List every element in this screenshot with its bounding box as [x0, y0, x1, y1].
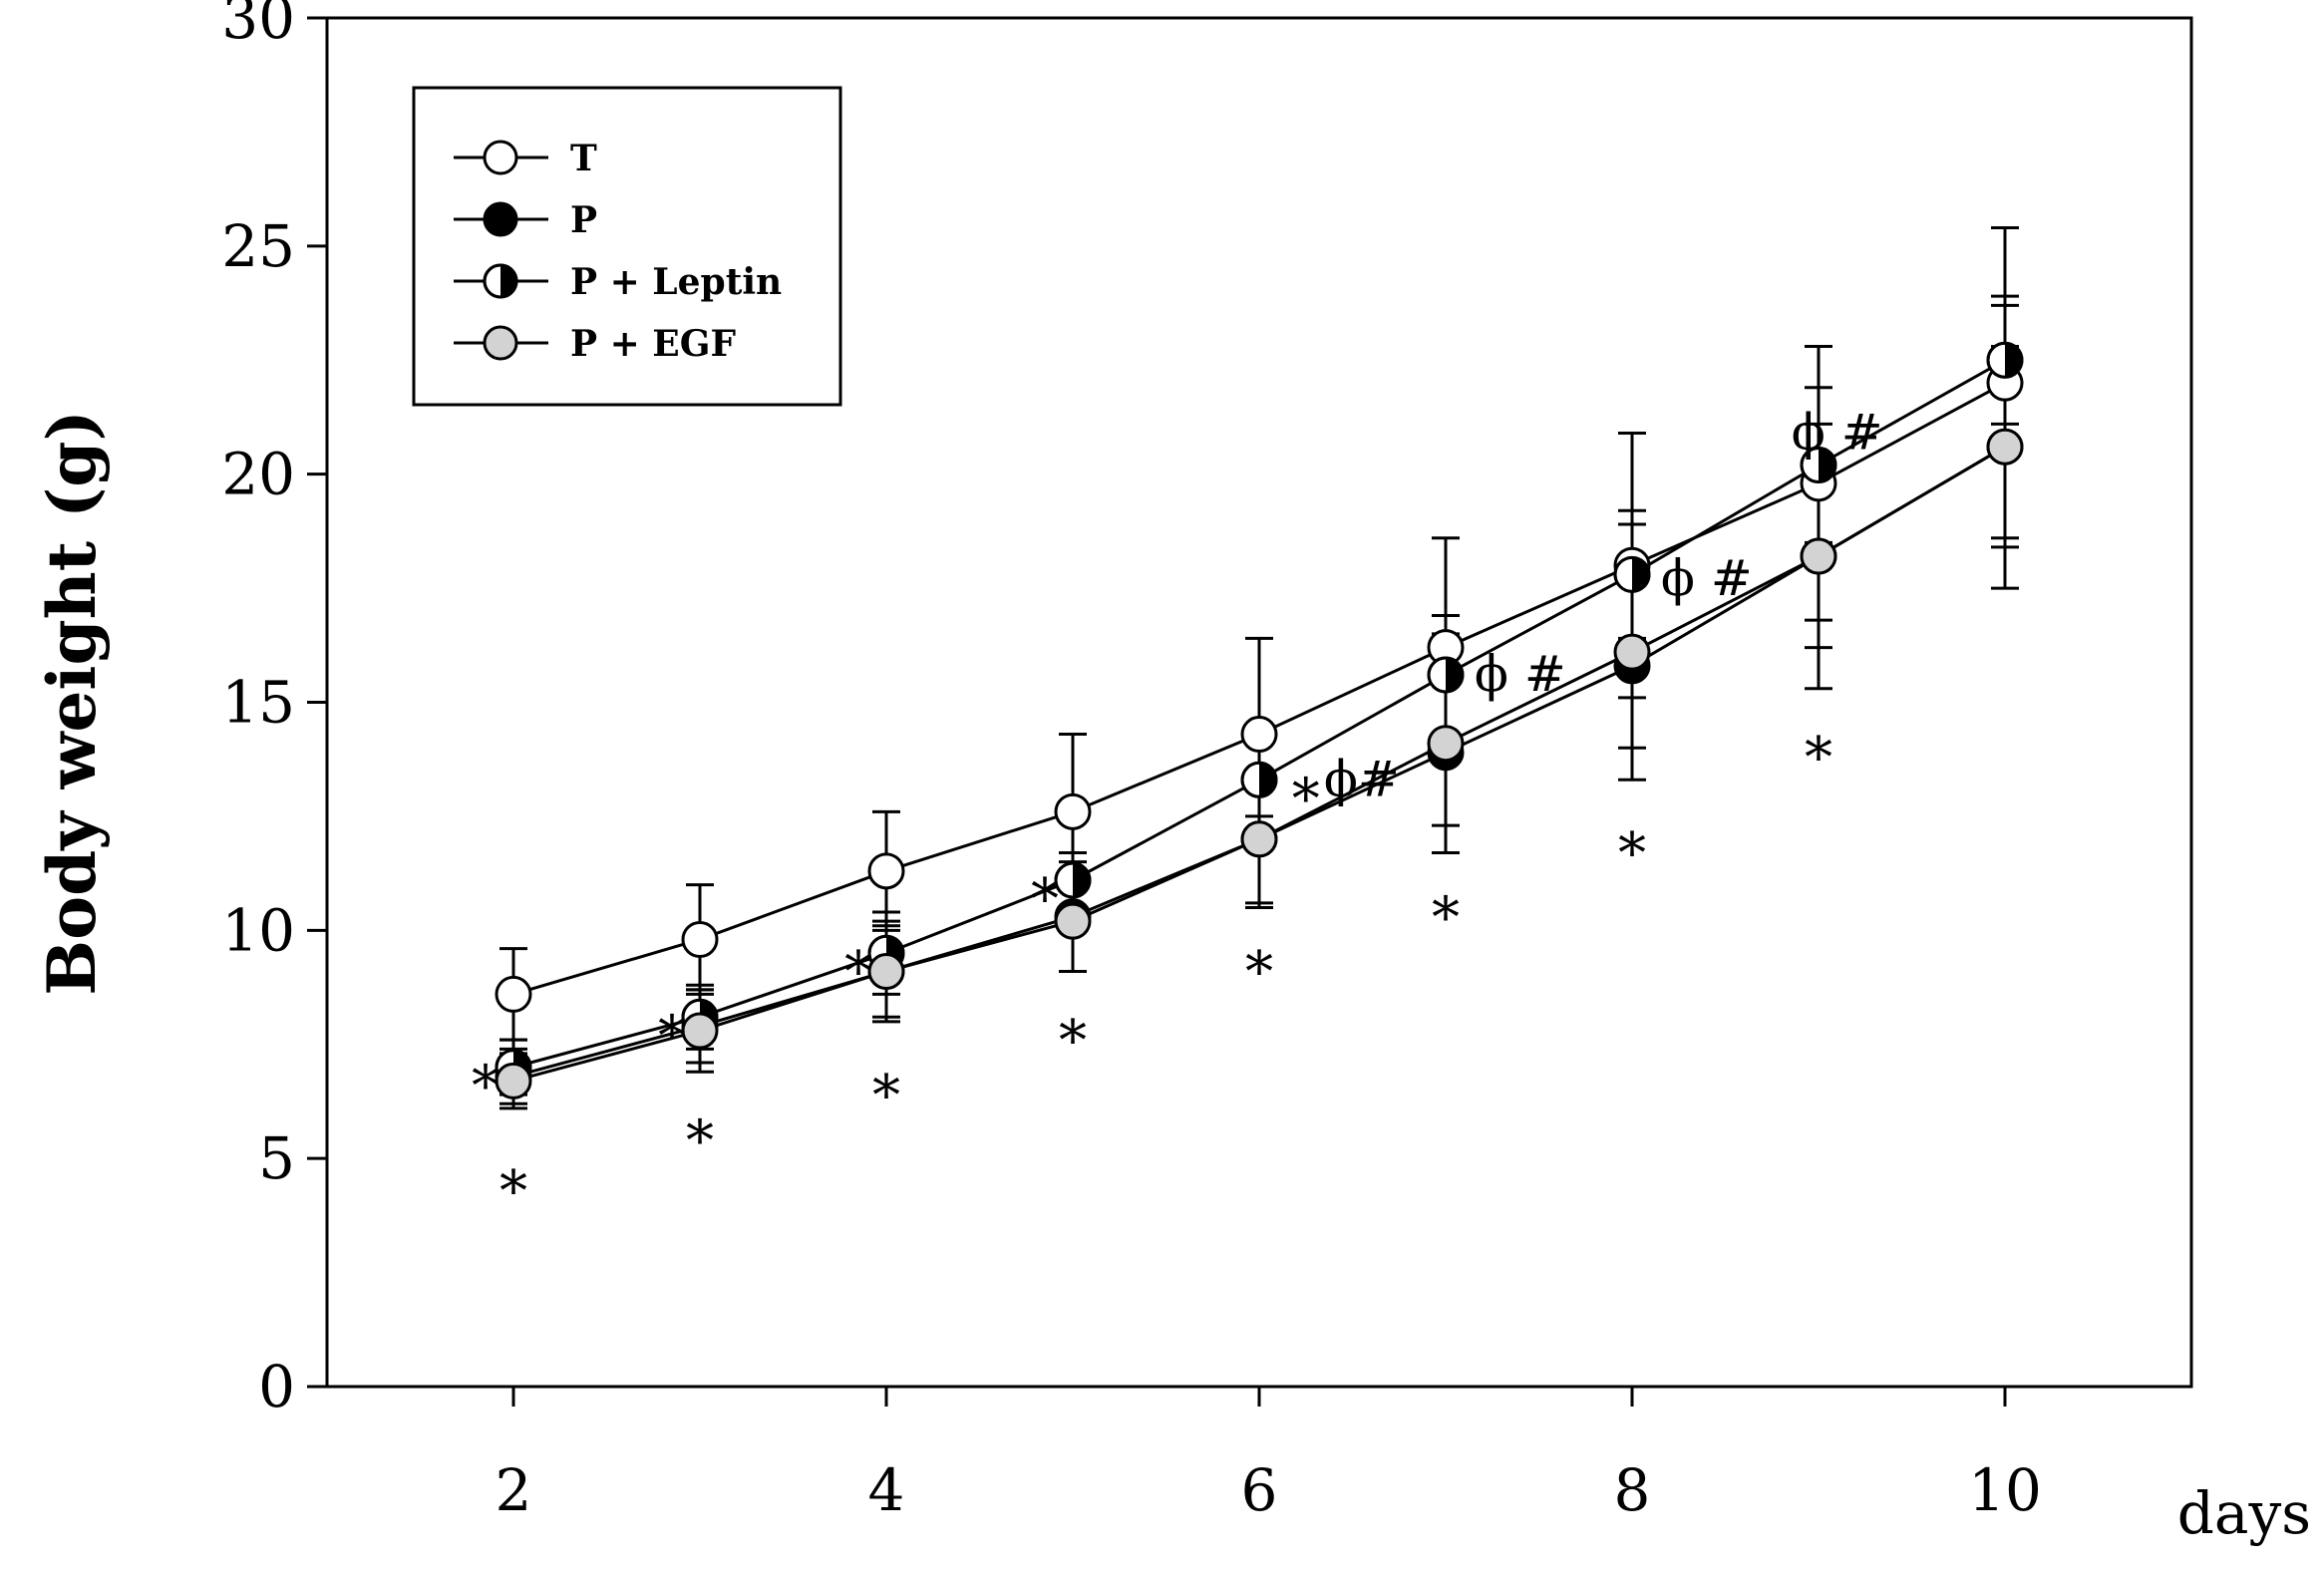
significance-star: * — [1059, 1009, 1087, 1074]
data-point — [1800, 447, 1837, 484]
x-tick-label: 2 — [496, 1456, 532, 1524]
legend-label: P — [570, 199, 597, 241]
marker-half-fill — [500, 265, 516, 297]
series-points-p-egf — [495, 428, 2024, 1099]
x-axis-title: days — [2177, 1479, 2311, 1547]
data-point — [681, 1012, 719, 1050]
significance-phi-hash: ϕ # — [1792, 403, 1883, 461]
data-point — [1240, 820, 1278, 858]
annotations-layer: ********* ϕ#*ϕ #*ϕ #*ϕ #* — [472, 403, 1883, 1223]
significance-phi-hash: ϕ# — [1324, 750, 1400, 807]
legend-marker — [483, 325, 518, 361]
legend-label: P + EGF — [570, 323, 736, 365]
marker-half-fill — [1446, 658, 1463, 693]
legend-item-p: P — [454, 199, 597, 241]
significance-star: * — [1805, 726, 1832, 790]
y-tick-label: 20 — [221, 441, 295, 508]
legend-marker — [483, 201, 518, 237]
marker-half-fill — [1259, 763, 1276, 797]
y-tick-label: 30 — [221, 0, 295, 52]
marker-half-outline — [1427, 656, 1465, 694]
legend-box — [412, 86, 842, 407]
data-point — [495, 1062, 532, 1099]
data-point — [1613, 555, 1651, 593]
data-point — [1427, 725, 1465, 763]
marker-half-outline — [1240, 761, 1278, 798]
data-point — [1986, 341, 2024, 379]
data-point — [1240, 761, 1278, 798]
legend-item-p-egf: P + EGF — [454, 323, 736, 365]
significance-star: * — [686, 1109, 714, 1174]
marker-half-outline — [1800, 447, 1837, 484]
legend-item-p-leptin: P + Leptin — [454, 261, 782, 303]
series-layer — [495, 226, 2024, 1110]
data-point — [681, 920, 719, 958]
marker-half-outline — [1613, 555, 1651, 593]
data-point — [867, 953, 905, 991]
data-point — [1054, 902, 1092, 940]
legend-label: T — [570, 138, 597, 179]
y-tick-label: 0 — [258, 1353, 295, 1420]
legend-item-t: T — [454, 138, 597, 179]
data-point — [495, 975, 532, 1013]
data-point — [1054, 792, 1092, 830]
marker-half-outline — [483, 263, 518, 299]
marker-half-fill — [1073, 862, 1090, 897]
marker-half-fill — [1632, 557, 1649, 592]
marker-half-fill — [1819, 448, 1835, 482]
data-point — [1800, 537, 1837, 575]
significance-star: * — [1292, 767, 1320, 831]
x-tick-label: 4 — [868, 1456, 905, 1524]
marker-half-outline — [1054, 861, 1092, 899]
significance-star: * — [658, 1004, 686, 1069]
significance-phi-hash: ϕ # — [1475, 645, 1566, 703]
y-tick-label: 15 — [221, 669, 295, 737]
y-tick-label: 10 — [221, 896, 295, 964]
y-axis: 0 5 10 15 20 25 30 — [221, 0, 327, 1420]
significance-star: * — [1245, 940, 1273, 1005]
data-point — [1054, 861, 1092, 899]
marker-half-outline — [1986, 341, 2024, 379]
legend: TP P + Leptin P + EGF — [412, 86, 842, 407]
significance-star: * — [844, 940, 872, 1005]
data-point — [1240, 716, 1278, 754]
significance-star: * — [1432, 885, 1460, 950]
y-tick-label: 25 — [221, 212, 295, 280]
significance-star: * — [1031, 867, 1059, 932]
data-point — [1986, 428, 2024, 466]
y-tick-label: 5 — [258, 1124, 295, 1192]
data-point — [1613, 633, 1651, 671]
marker-half-fill — [2005, 343, 2022, 378]
legend-marker — [483, 263, 518, 299]
data-point — [1427, 656, 1465, 694]
x-tick-label: 10 — [1968, 1456, 2042, 1524]
significance-phi-hash: ϕ # — [1661, 549, 1753, 607]
y-axis-title: Body weight (g) — [33, 410, 111, 995]
x-tick-label: 8 — [1614, 1456, 1651, 1524]
significance-star: * — [872, 1064, 900, 1128]
legend-label: P + Leptin — [570, 261, 782, 303]
x-axis: 2 4 6 8 10 — [496, 1387, 2042, 1524]
significance-star: * — [499, 1159, 527, 1224]
significance-star: * — [1618, 821, 1646, 886]
significance-star: * — [472, 1055, 499, 1119]
legend-marker — [483, 140, 518, 175]
data-point — [867, 852, 905, 890]
x-tick-label: 6 — [1241, 1456, 1278, 1524]
